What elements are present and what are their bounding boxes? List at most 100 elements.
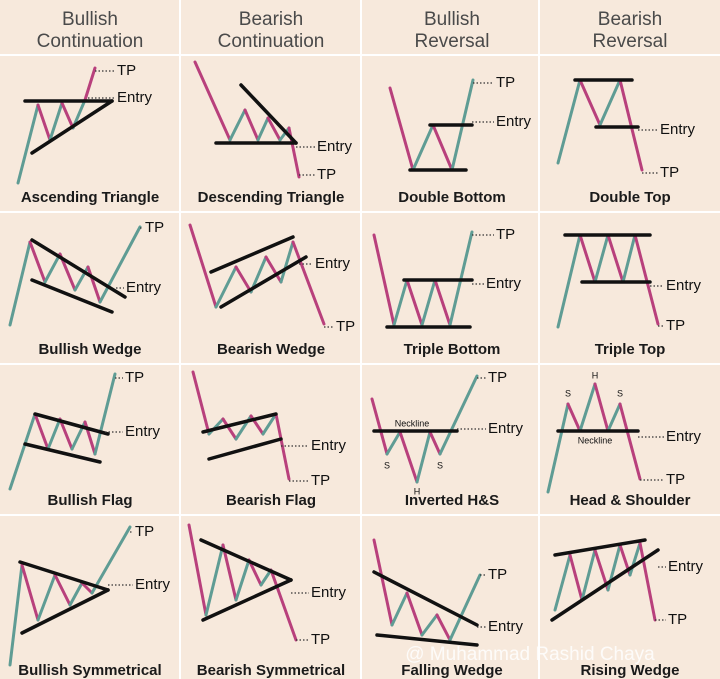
level-label: TP [125,369,144,386]
level-label: TP [488,369,507,386]
pattern-name: Bearish Wedge [217,341,325,358]
price-line [33,412,50,451]
price-line [546,402,570,494]
watermark: @ Muhammad Rashid Chaya [405,644,655,665]
pattern-name: Triple Top [595,341,666,358]
pattern-marker: H [414,486,421,496]
trend-line [18,560,110,592]
price-line [428,430,442,456]
price-line [372,538,394,627]
level-label: TP [496,74,515,91]
pattern-marker: H [592,370,599,380]
price-line [228,108,247,142]
pattern-name: Head & Shoulder [570,492,691,509]
price-line [568,553,584,602]
pattern-name: Double Bottom [398,189,505,206]
price-line [261,412,278,436]
price-line [415,430,432,484]
price-line [86,265,102,304]
price-line [191,370,211,436]
price-line [566,402,582,433]
price-line [578,233,597,284]
column-header: Continuation [218,31,325,52]
level-label: TP [117,62,136,79]
price-line [98,225,142,304]
column-header: Continuation [37,31,144,52]
level-label: Entry [315,255,351,272]
level-label: Entry [317,138,353,155]
price-line [435,613,452,642]
column-header: Bearish [239,9,303,30]
price-line [405,278,424,327]
trend-line [219,255,308,309]
price-line [266,116,282,142]
price-line [606,233,625,284]
price-line [593,233,610,284]
price-line [388,86,415,172]
price-line [628,541,642,577]
trend-line [30,238,127,299]
price-line [578,78,602,127]
pattern-marker: S [565,388,571,398]
trend-line [30,278,114,314]
level-label: TP [336,318,355,335]
price-line [370,397,389,456]
level-label: Entry [668,558,704,575]
level-label: TP [666,471,685,488]
price-line [234,558,251,602]
level-label: TP [311,631,330,648]
trend-line [30,99,114,155]
pattern-name: Bullish Wedge [38,341,141,358]
pattern-marker: Neckline [395,418,430,428]
price-line [188,223,218,309]
content: BullishContinuationBearishContinuationBu… [8,9,704,679]
trend-line [201,578,293,622]
price-line [247,558,263,587]
price-line [68,581,84,607]
trend-line [372,570,479,627]
price-line [53,573,72,607]
price-line [390,591,409,627]
price-line [8,412,37,491]
price-line [43,252,62,284]
level-label: TP [145,219,164,236]
price-line [269,568,298,642]
price-line [58,417,74,451]
price-line [36,103,52,142]
level-label: TP [311,472,330,489]
price-line [598,78,622,127]
price-line [420,278,437,327]
price-line [20,563,40,622]
pattern-name: Rising Wedge [581,662,680,679]
trend-line [20,588,110,635]
price-line [618,78,644,172]
level-label: Entry [486,275,522,292]
price-line [36,573,57,622]
price-line [221,417,238,441]
price-line [8,563,24,667]
price-line [214,265,238,309]
price-line [243,108,260,142]
price-line [73,265,90,292]
price-line [83,66,97,102]
price-line [448,573,482,642]
pattern-name: Bullish Flag [47,492,132,509]
price-line [259,568,273,587]
price-line [606,402,622,433]
price-line [553,553,572,612]
level-label: TP [496,226,515,243]
price-line [580,548,597,602]
level-label: Entry [126,279,162,296]
column-header: Reversal [415,31,490,52]
trend-line [33,412,110,436]
price-line [556,233,582,329]
price-line [279,240,295,284]
price-line [80,581,94,595]
level-label: Entry [135,576,171,593]
price-line [234,265,253,294]
level-label: TP [666,317,685,334]
price-line [256,116,270,142]
pattern-name: Ascending Triangle [21,189,159,206]
